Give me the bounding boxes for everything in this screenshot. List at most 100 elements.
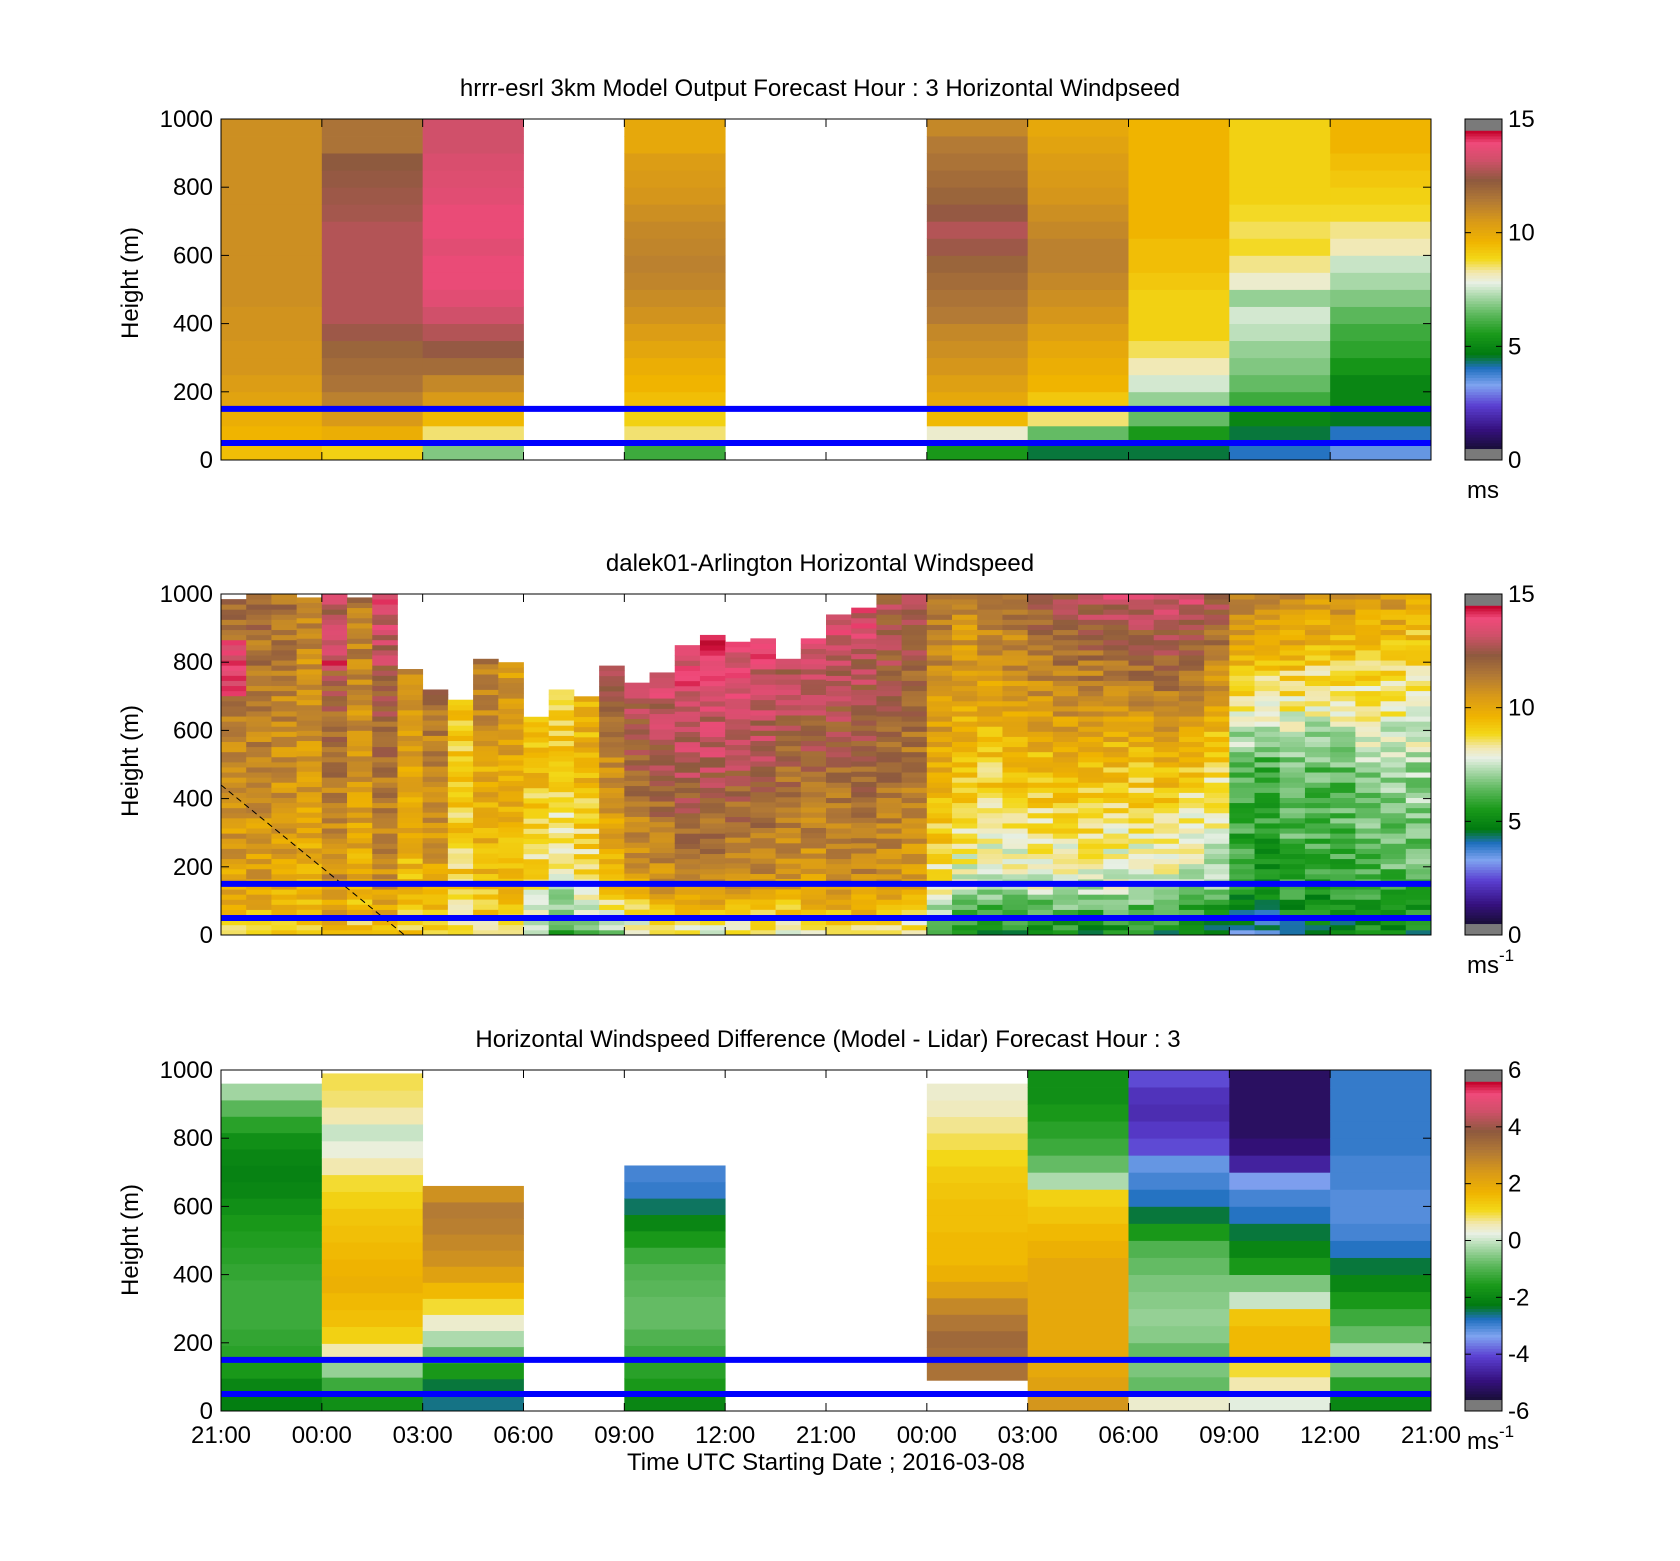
heatmap-cell (1052, 690, 1079, 697)
heatmap-cell (1052, 828, 1079, 834)
heatmap-cell (271, 782, 298, 788)
heatmap-cell (1279, 609, 1306, 615)
heatmap-cell (1027, 731, 1054, 737)
heatmap-cell (649, 795, 676, 802)
heatmap-cell (397, 924, 424, 931)
heatmap-cell (1355, 644, 1381, 651)
heatmap-cell (1027, 629, 1054, 636)
heatmap-cell (321, 721, 348, 727)
heatmap-cell (321, 1309, 424, 1327)
heatmap-cell (926, 604, 953, 610)
heatmap-cell (1330, 705, 1356, 712)
heatmap-cell (1002, 619, 1029, 625)
colorbar-tick-label: 0 (1508, 447, 1521, 474)
heatmap-cell (246, 609, 272, 615)
heatmap-cell (422, 272, 524, 290)
colorbar-segment (1465, 278, 1502, 282)
heatmap-cell (1128, 272, 1230, 290)
heatmap-cell (1330, 357, 1432, 376)
heatmap-cell (246, 828, 272, 834)
heatmap-cell (1380, 863, 1407, 870)
colorbar-segment (1465, 1303, 1502, 1307)
heatmap-cell (397, 674, 424, 680)
heatmap-cell (876, 599, 903, 605)
heatmap-cell (699, 843, 726, 849)
heatmap-cell (498, 909, 524, 915)
heatmap-cell (624, 692, 650, 699)
heatmap-cell (372, 741, 398, 748)
heatmap-cell (725, 688, 751, 694)
heatmap-cell (1178, 746, 1205, 753)
heatmap-cell (473, 812, 499, 818)
y-tick-label: 800 (173, 1125, 213, 1152)
heatmap-cell (1405, 690, 1432, 697)
heatmap-cell (321, 904, 348, 910)
heatmap-cell (422, 289, 524, 307)
heatmap-cell (246, 838, 272, 844)
heatmap-cell (1229, 391, 1331, 410)
colorbar-segment (1465, 1089, 1502, 1094)
heatmap-cell (1103, 802, 1129, 809)
heatmap-cell (599, 782, 625, 788)
heatmap-cell (926, 391, 1029, 410)
colorbar-segment (1465, 178, 1502, 182)
colorbar-segment (1465, 909, 1502, 913)
heatmap-cell (271, 711, 298, 717)
heatmap-cell (1027, 909, 1054, 916)
heatmap-cell (1380, 604, 1407, 610)
colorbar-tick-label: 0 (1508, 1228, 1521, 1255)
heatmap-cell (1229, 873, 1255, 880)
heatmap-cell (624, 1378, 726, 1396)
heatmap-cell (296, 730, 323, 736)
heatmap-cell (699, 797, 726, 804)
colorbar-segment (1465, 906, 1502, 910)
heatmap-cell (1204, 909, 1230, 916)
heatmap-cell (599, 711, 625, 717)
heatmap-cell (775, 679, 802, 685)
heatmap-cell (573, 757, 600, 763)
heatmap-cell (1304, 690, 1331, 697)
heatmap-cell (1229, 711, 1255, 717)
heatmap-cell (750, 924, 776, 931)
heatmap-cell (750, 786, 776, 793)
heatmap-cell (649, 852, 676, 859)
heatmap-cell (221, 802, 247, 809)
heatmap-cell (851, 679, 877, 685)
heatmap-cell (1254, 767, 1281, 773)
heatmap-cell (347, 842, 373, 849)
heatmap-cell (1052, 777, 1079, 783)
heatmap-cell (952, 924, 978, 931)
heatmap-cell (1405, 848, 1432, 854)
heatmap-cell (296, 699, 323, 706)
heatmap-cell (1380, 761, 1407, 768)
heatmap-cell (1229, 136, 1331, 154)
heatmap-cell (1279, 634, 1306, 641)
heatmap-cell (901, 604, 928, 610)
heatmap-cell (397, 807, 424, 813)
heatmap-cell (624, 408, 726, 427)
heatmap-cell (271, 670, 298, 676)
heatmap-cell (1078, 797, 1104, 804)
heatmap-cell (1052, 889, 1079, 895)
heatmap-cell (321, 1073, 424, 1091)
heatmap-cell (674, 868, 701, 875)
heatmap-cell (271, 624, 298, 631)
heatmap-cell (1027, 889, 1054, 895)
heatmap-cell (397, 848, 424, 854)
heatmap-cell (296, 679, 323, 685)
heatmap-cell (221, 690, 247, 697)
heatmap-cell (296, 848, 323, 854)
colorbar-segment (1465, 329, 1502, 333)
heatmap-cell (372, 609, 398, 615)
heatmap-cell (926, 848, 953, 854)
heatmap-cell (977, 802, 1003, 809)
heatmap-cell (347, 699, 373, 706)
heatmap-cell (1204, 777, 1230, 783)
heatmap-cell (422, 442, 524, 461)
heatmap-cell (221, 340, 323, 359)
heatmap-cell (876, 894, 903, 900)
colorbar-segment (1465, 434, 1502, 438)
heatmap-cell (674, 675, 701, 682)
heatmap-cell (271, 675, 298, 681)
